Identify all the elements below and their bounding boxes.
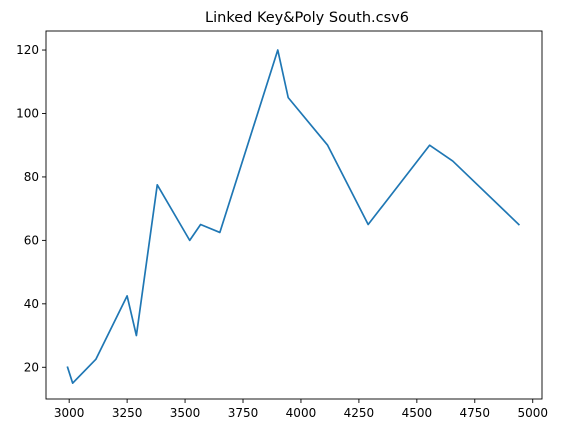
- series-layer: [66, 49, 521, 384]
- y-tick-label: 40: [24, 297, 39, 311]
- chart-title: Linked Key&Poly South.csv6: [205, 10, 409, 26]
- x-tick-label: 3000: [54, 406, 85, 420]
- x-tick-label: 5000: [517, 406, 548, 420]
- y-tick-label: 80: [24, 170, 39, 184]
- x-tick-label: 3250: [112, 406, 143, 420]
- y-tick-label: 120: [16, 43, 39, 57]
- x-tick-label: 4000: [286, 406, 317, 420]
- y-axis: 20 40 60 80 100 120: [16, 43, 46, 374]
- y-tick-label: 100: [16, 106, 39, 120]
- x-tick-label: 3750: [228, 406, 259, 420]
- y-tick-label: 20: [24, 360, 39, 374]
- x-tick-label: 4750: [460, 406, 491, 420]
- y-tick-label: 60: [24, 233, 39, 247]
- x-tick-label: 3500: [170, 406, 201, 420]
- x-tick-label: 4250: [344, 406, 375, 420]
- x-axis: 3000 3250 3500 3750 4000 4250 4500 4750 5000: [54, 399, 548, 420]
- x-tick-label: 4500: [402, 406, 433, 420]
- plot-frame: [45, 30, 543, 400]
- series-line: [66, 49, 521, 384]
